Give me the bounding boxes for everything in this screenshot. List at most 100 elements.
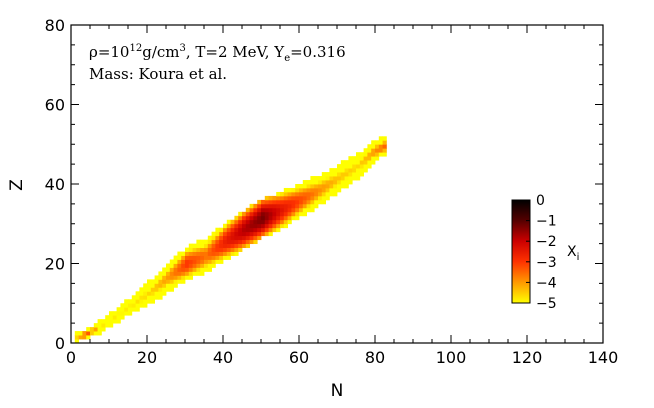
abundance-cell — [272, 199, 277, 205]
abundance-cell — [93, 323, 98, 328]
abundance-cell — [242, 235, 247, 241]
abundance-cell — [314, 187, 319, 193]
abundance-cell — [112, 311, 117, 316]
abundance-cell — [340, 164, 345, 169]
abundance-cell — [204, 263, 209, 268]
abundance-cell — [363, 168, 368, 173]
abundance-cell — [162, 279, 167, 284]
abundance-cell — [249, 215, 254, 221]
abundance-cell — [257, 207, 262, 213]
abundance-cell — [90, 327, 95, 332]
abundance-cell — [280, 211, 285, 217]
abundance-cell — [367, 164, 372, 169]
abundance-cell — [177, 259, 182, 264]
abundance-cell — [215, 251, 220, 256]
abundance-cell — [295, 184, 300, 189]
x-tick-label: 60 — [289, 348, 309, 367]
abundance-cell — [230, 247, 235, 252]
abundance-cell — [272, 211, 277, 217]
abundance-cell — [314, 184, 319, 189]
abundance-cell — [147, 291, 152, 296]
x-tick-label: 0 — [66, 348, 76, 367]
abundance-cell — [226, 251, 231, 256]
abundance-cell — [291, 199, 296, 205]
abundance-cell — [329, 176, 334, 181]
abundance-cell — [181, 271, 186, 276]
abundance-cell — [280, 199, 285, 205]
abundance-cell — [371, 160, 376, 165]
abundance-cell — [276, 215, 281, 221]
abundance-cell — [242, 239, 247, 245]
abundance-cell — [302, 184, 307, 189]
abundance-cell — [204, 239, 209, 245]
abundance-cell — [185, 251, 190, 256]
abundance-cell — [219, 231, 224, 237]
abundance-cell — [230, 219, 235, 225]
abundance-cell — [204, 255, 209, 260]
abundance-cell — [306, 180, 311, 185]
abundance-cell — [169, 279, 174, 284]
abundance-cell — [211, 263, 216, 268]
abundance-cell — [177, 275, 182, 280]
abundance-cell — [162, 291, 167, 296]
abundance-cell — [124, 299, 129, 304]
abundance-cell — [321, 195, 326, 201]
abundance-cell — [192, 267, 197, 272]
abundance-cell — [268, 231, 273, 237]
abundance-cell — [131, 299, 136, 304]
abundance-cell — [363, 148, 368, 153]
abundance-cell — [253, 207, 258, 213]
abundance-cell — [264, 223, 269, 229]
abundance-cell — [245, 207, 250, 213]
abundance-cell — [302, 199, 307, 205]
abundance-cell — [245, 243, 250, 249]
abundance-cell — [321, 172, 326, 177]
abundance-cell — [169, 267, 174, 272]
abundance-cell — [287, 219, 292, 225]
abundance-cell — [257, 235, 262, 241]
abundance-cell — [356, 152, 361, 157]
abundance-cell — [325, 176, 330, 181]
abundance-cell — [287, 215, 292, 221]
abundance-cell — [359, 164, 364, 169]
abundance-cell — [272, 215, 277, 221]
abundance-cells — [74, 136, 387, 344]
abundance-cell — [219, 239, 224, 245]
abundance-cell — [78, 335, 83, 340]
abundance-cell — [306, 191, 311, 197]
abundance-cell — [340, 160, 345, 165]
abundance-cell — [268, 211, 273, 217]
abundance-cell — [253, 239, 258, 245]
abundance-cell — [280, 195, 285, 201]
abundance-cell — [306, 203, 311, 209]
abundance-cell — [356, 176, 361, 181]
abundance-cell — [249, 239, 254, 245]
abundance-cell — [257, 223, 262, 229]
abundance-cell — [173, 279, 178, 284]
abundance-cell — [253, 219, 258, 225]
abundance-cell — [173, 267, 178, 272]
abundance-cell — [185, 247, 190, 252]
abundance-cell — [283, 199, 288, 205]
abundance-cell — [302, 203, 307, 209]
abundance-cell — [310, 203, 315, 209]
abundance-cell — [242, 223, 247, 229]
abundance-cell — [185, 263, 190, 268]
abundance-cell — [245, 227, 250, 233]
abundance-cell — [295, 199, 300, 205]
abundance-cell — [371, 148, 376, 153]
abundance-cell — [238, 243, 243, 249]
abundance-cell — [230, 239, 235, 245]
abundance-cell — [261, 215, 266, 221]
abundance-cell — [295, 207, 300, 213]
abundance-cell — [226, 235, 231, 241]
abundance-cell — [245, 235, 250, 241]
abundance-cell — [261, 211, 266, 217]
abundance-cell — [200, 239, 205, 245]
abundance-cell — [188, 243, 193, 249]
abundance-cell — [299, 184, 304, 189]
abundance-cell — [169, 271, 174, 276]
abundance-cell — [211, 231, 216, 237]
abundance-cell — [367, 148, 372, 153]
abundance-cell — [150, 287, 155, 292]
